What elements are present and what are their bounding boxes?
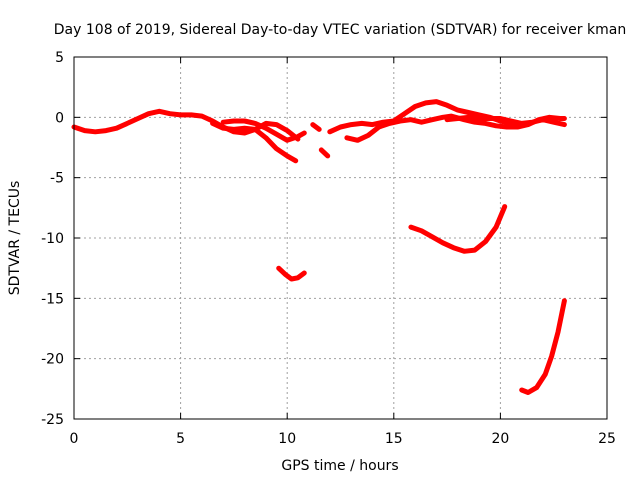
x-tick-label: 20: [491, 431, 509, 447]
data-series-arc-8: [318, 147, 331, 159]
y-tick-label: -5: [50, 171, 64, 187]
x-axis-label: GPS time / hours: [281, 458, 398, 474]
x-tick-label: 25: [598, 431, 616, 447]
axis-ticks: [73, 56, 608, 420]
y-tick-label: 5: [55, 50, 64, 66]
data-series-arc-2: [210, 120, 299, 164]
x-tick-label: 0: [70, 431, 79, 447]
data-series-arc-10: [408, 204, 508, 254]
data-series-arc-4: [310, 122, 322, 132]
x-tick-label: 10: [278, 431, 296, 447]
y-tick-label: -10: [41, 231, 64, 247]
chart-title: Day 108 of 2019, Sidereal Day-to-day VTE…: [54, 22, 626, 38]
y-tick-label: 0: [55, 110, 64, 126]
y-axis-label: SDTVAR / TECUs: [7, 181, 23, 296]
data-series-arc-7: [444, 114, 567, 128]
y-tick-label: -20: [41, 352, 64, 368]
y-tick-label: -15: [41, 291, 64, 307]
data-series-arc-3: [220, 118, 307, 143]
data-series-arc-9: [276, 265, 307, 282]
x-tick-label: 5: [176, 431, 185, 447]
data-series-arc-11: [519, 298, 567, 395]
y-tick-label: -25: [41, 412, 64, 428]
data-traces: [71, 99, 567, 395]
tick-labels: 0 5 10 15 20 25 5 0 -5 -10 -15 -20 -25: [41, 50, 616, 447]
x-tick-label: 15: [385, 431, 403, 447]
